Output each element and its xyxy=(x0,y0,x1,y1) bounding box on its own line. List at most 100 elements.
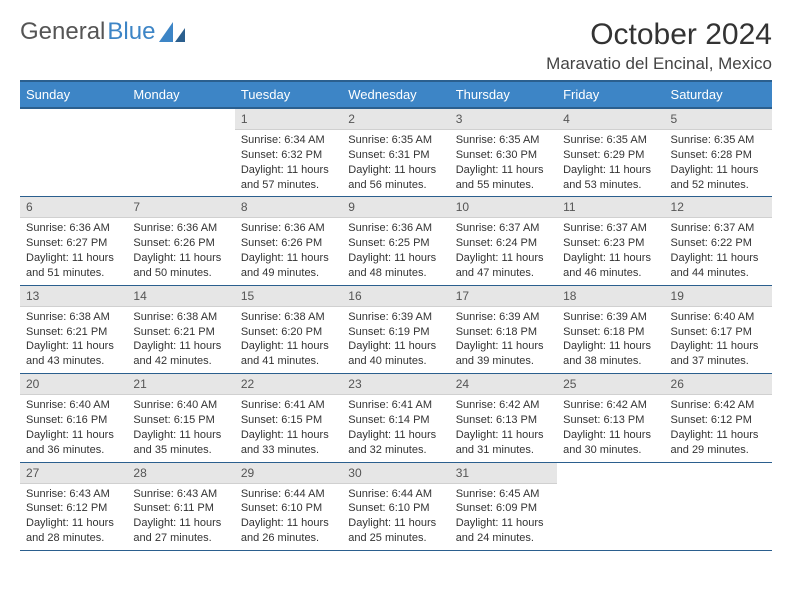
day-body: Sunrise: 6:35 AMSunset: 6:31 PMDaylight:… xyxy=(342,130,449,196)
logo-text-general: General xyxy=(20,18,105,46)
calendar-cell: 1Sunrise: 6:34 AMSunset: 6:32 PMDaylight… xyxy=(235,108,342,197)
day-body: Sunrise: 6:40 AMSunset: 6:15 PMDaylight:… xyxy=(127,395,234,461)
weekday-header: Saturday xyxy=(665,81,772,108)
calendar-week-row: 6Sunrise: 6:36 AMSunset: 6:27 PMDaylight… xyxy=(20,197,772,285)
day-body: Sunrise: 6:44 AMSunset: 6:10 PMDaylight:… xyxy=(342,484,449,550)
day-body: Sunrise: 6:37 AMSunset: 6:23 PMDaylight:… xyxy=(557,218,664,284)
calendar-cell: 13Sunrise: 6:38 AMSunset: 6:21 PMDayligh… xyxy=(20,285,127,373)
calendar-cell: 28Sunrise: 6:43 AMSunset: 6:11 PMDayligh… xyxy=(127,462,234,550)
day-number: 20 xyxy=(20,374,127,395)
calendar-cell: 11Sunrise: 6:37 AMSunset: 6:23 PMDayligh… xyxy=(557,197,664,285)
day-body: Sunrise: 6:42 AMSunset: 6:12 PMDaylight:… xyxy=(665,395,772,461)
calendar-cell: 17Sunrise: 6:39 AMSunset: 6:18 PMDayligh… xyxy=(450,285,557,373)
day-body: Sunrise: 6:42 AMSunset: 6:13 PMDaylight:… xyxy=(450,395,557,461)
calendar-cell: 24Sunrise: 6:42 AMSunset: 6:13 PMDayligh… xyxy=(450,374,557,462)
calendar-cell: 27Sunrise: 6:43 AMSunset: 6:12 PMDayligh… xyxy=(20,462,127,550)
day-body: Sunrise: 6:36 AMSunset: 6:27 PMDaylight:… xyxy=(20,218,127,284)
calendar-cell: 16Sunrise: 6:39 AMSunset: 6:19 PMDayligh… xyxy=(342,285,449,373)
calendar-week-row: 20Sunrise: 6:40 AMSunset: 6:16 PMDayligh… xyxy=(20,374,772,462)
day-number: 27 xyxy=(20,463,127,484)
day-body: Sunrise: 6:34 AMSunset: 6:32 PMDaylight:… xyxy=(235,130,342,196)
calendar-cell: 30Sunrise: 6:44 AMSunset: 6:10 PMDayligh… xyxy=(342,462,449,550)
day-body: Sunrise: 6:45 AMSunset: 6:09 PMDaylight:… xyxy=(450,484,557,550)
day-number: 30 xyxy=(342,463,449,484)
day-body: Sunrise: 6:36 AMSunset: 6:26 PMDaylight:… xyxy=(127,218,234,284)
day-number: 28 xyxy=(127,463,234,484)
day-number: 17 xyxy=(450,286,557,307)
day-body: Sunrise: 6:39 AMSunset: 6:18 PMDaylight:… xyxy=(557,307,664,373)
day-number: 29 xyxy=(235,463,342,484)
day-number: 31 xyxy=(450,463,557,484)
day-body: Sunrise: 6:40 AMSunset: 6:16 PMDaylight:… xyxy=(20,395,127,461)
calendar-cell: 31Sunrise: 6:45 AMSunset: 6:09 PMDayligh… xyxy=(450,462,557,550)
day-body: Sunrise: 6:40 AMSunset: 6:17 PMDaylight:… xyxy=(665,307,772,373)
calendar-cell: 20Sunrise: 6:40 AMSunset: 6:16 PMDayligh… xyxy=(20,374,127,462)
day-body: Sunrise: 6:39 AMSunset: 6:19 PMDaylight:… xyxy=(342,307,449,373)
calendar-week-row: 13Sunrise: 6:38 AMSunset: 6:21 PMDayligh… xyxy=(20,285,772,373)
calendar-cell: 9Sunrise: 6:36 AMSunset: 6:25 PMDaylight… xyxy=(342,197,449,285)
calendar-cell: 18Sunrise: 6:39 AMSunset: 6:18 PMDayligh… xyxy=(557,285,664,373)
day-number: 8 xyxy=(235,197,342,218)
day-body: Sunrise: 6:38 AMSunset: 6:21 PMDaylight:… xyxy=(127,307,234,373)
day-body: Sunrise: 6:38 AMSunset: 6:21 PMDaylight:… xyxy=(20,307,127,373)
day-number: 1 xyxy=(235,109,342,130)
day-number: 23 xyxy=(342,374,449,395)
day-number: 4 xyxy=(557,109,664,130)
weekday-header: Monday xyxy=(127,81,234,108)
calendar-cell: 22Sunrise: 6:41 AMSunset: 6:15 PMDayligh… xyxy=(235,374,342,462)
day-number: 16 xyxy=(342,286,449,307)
day-body: Sunrise: 6:35 AMSunset: 6:29 PMDaylight:… xyxy=(557,130,664,196)
calendar-cell: 15Sunrise: 6:38 AMSunset: 6:20 PMDayligh… xyxy=(235,285,342,373)
day-number: 18 xyxy=(557,286,664,307)
calendar-table: SundayMondayTuesdayWednesdayThursdayFrid… xyxy=(20,80,772,551)
calendar-cell: 21Sunrise: 6:40 AMSunset: 6:15 PMDayligh… xyxy=(127,374,234,462)
weekday-header: Tuesday xyxy=(235,81,342,108)
calendar-cell: 10Sunrise: 6:37 AMSunset: 6:24 PMDayligh… xyxy=(450,197,557,285)
day-body: Sunrise: 6:37 AMSunset: 6:24 PMDaylight:… xyxy=(450,218,557,284)
weekday-header: Wednesday xyxy=(342,81,449,108)
month-title: October 2024 xyxy=(546,18,772,52)
day-body: Sunrise: 6:39 AMSunset: 6:18 PMDaylight:… xyxy=(450,307,557,373)
calendar-cell: 7Sunrise: 6:36 AMSunset: 6:26 PMDaylight… xyxy=(127,197,234,285)
calendar-cell xyxy=(127,108,234,197)
weekday-header: Thursday xyxy=(450,81,557,108)
location: Maravatio del Encinal, Mexico xyxy=(546,54,772,74)
day-number: 3 xyxy=(450,109,557,130)
calendar-cell: 3Sunrise: 6:35 AMSunset: 6:30 PMDaylight… xyxy=(450,108,557,197)
calendar-cell: 8Sunrise: 6:36 AMSunset: 6:26 PMDaylight… xyxy=(235,197,342,285)
day-number: 22 xyxy=(235,374,342,395)
calendar-cell: 19Sunrise: 6:40 AMSunset: 6:17 PMDayligh… xyxy=(665,285,772,373)
calendar-head: SundayMondayTuesdayWednesdayThursdayFrid… xyxy=(20,81,772,108)
calendar-cell: 5Sunrise: 6:35 AMSunset: 6:28 PMDaylight… xyxy=(665,108,772,197)
weekday-header: Sunday xyxy=(20,81,127,108)
calendar-cell: 29Sunrise: 6:44 AMSunset: 6:10 PMDayligh… xyxy=(235,462,342,550)
day-body: Sunrise: 6:41 AMSunset: 6:15 PMDaylight:… xyxy=(235,395,342,461)
calendar-cell: 23Sunrise: 6:41 AMSunset: 6:14 PMDayligh… xyxy=(342,374,449,462)
calendar-week-row: 1Sunrise: 6:34 AMSunset: 6:32 PMDaylight… xyxy=(20,108,772,197)
day-number: 24 xyxy=(450,374,557,395)
logo-sail-icon xyxy=(159,22,185,42)
day-number: 13 xyxy=(20,286,127,307)
day-number: 26 xyxy=(665,374,772,395)
day-body: Sunrise: 6:36 AMSunset: 6:25 PMDaylight:… xyxy=(342,218,449,284)
day-number: 7 xyxy=(127,197,234,218)
calendar-cell: 14Sunrise: 6:38 AMSunset: 6:21 PMDayligh… xyxy=(127,285,234,373)
calendar-week-row: 27Sunrise: 6:43 AMSunset: 6:12 PMDayligh… xyxy=(20,462,772,550)
day-number: 15 xyxy=(235,286,342,307)
day-body: Sunrise: 6:38 AMSunset: 6:20 PMDaylight:… xyxy=(235,307,342,373)
calendar-cell: 4Sunrise: 6:35 AMSunset: 6:29 PMDaylight… xyxy=(557,108,664,197)
day-body: Sunrise: 6:43 AMSunset: 6:11 PMDaylight:… xyxy=(127,484,234,550)
day-number: 5 xyxy=(665,109,772,130)
day-body: Sunrise: 6:35 AMSunset: 6:28 PMDaylight:… xyxy=(665,130,772,196)
calendar-body: 1Sunrise: 6:34 AMSunset: 6:32 PMDaylight… xyxy=(20,108,772,550)
day-body: Sunrise: 6:43 AMSunset: 6:12 PMDaylight:… xyxy=(20,484,127,550)
day-body: Sunrise: 6:37 AMSunset: 6:22 PMDaylight:… xyxy=(665,218,772,284)
calendar-cell: 2Sunrise: 6:35 AMSunset: 6:31 PMDaylight… xyxy=(342,108,449,197)
calendar-cell: 12Sunrise: 6:37 AMSunset: 6:22 PMDayligh… xyxy=(665,197,772,285)
logo-text-blue: Blue xyxy=(107,18,155,46)
day-body: Sunrise: 6:36 AMSunset: 6:26 PMDaylight:… xyxy=(235,218,342,284)
day-body: Sunrise: 6:42 AMSunset: 6:13 PMDaylight:… xyxy=(557,395,664,461)
day-body: Sunrise: 6:44 AMSunset: 6:10 PMDaylight:… xyxy=(235,484,342,550)
calendar-cell xyxy=(557,462,664,550)
day-body: Sunrise: 6:41 AMSunset: 6:14 PMDaylight:… xyxy=(342,395,449,461)
